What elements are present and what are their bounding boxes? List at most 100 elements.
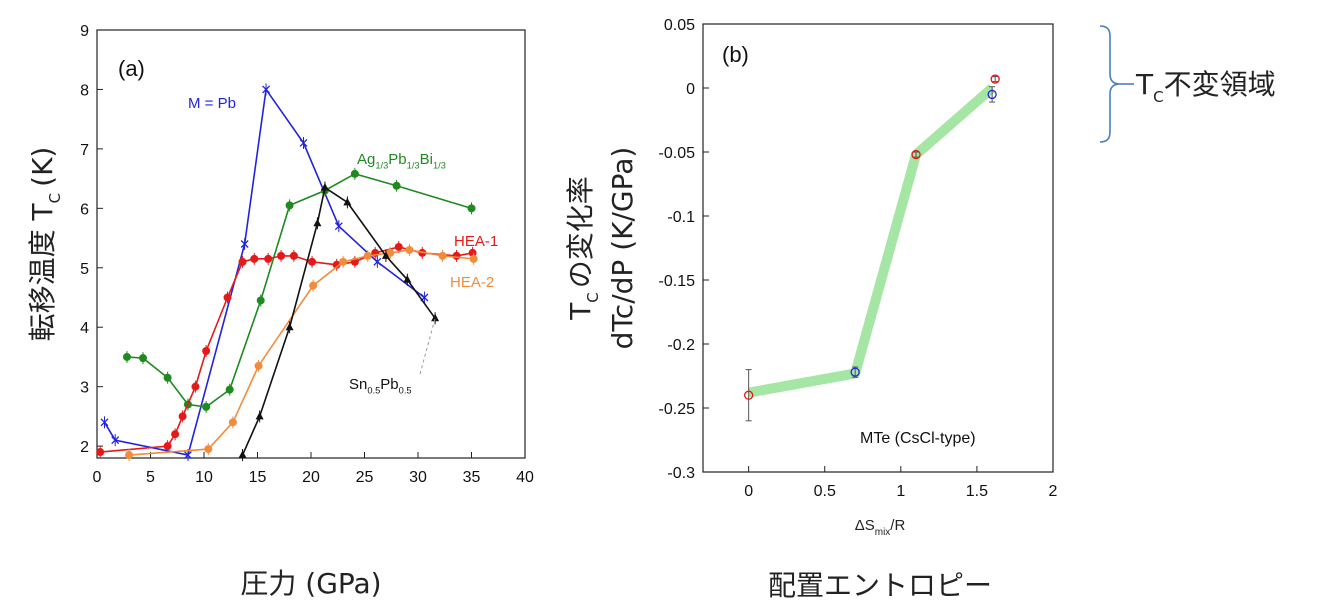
series-hea-1: [96, 240, 477, 459]
x-label-base: ΔS: [855, 517, 875, 534]
series-label-1-part: 1/3: [433, 161, 446, 171]
y-tick-label: 9: [80, 23, 89, 40]
series-label-4-part: Sn: [349, 376, 367, 393]
y-label-text: 転移温度 TC (K): [26, 147, 64, 342]
data-point: [350, 169, 359, 178]
data-point: [467, 204, 476, 213]
series-label-0: M = Pb: [188, 95, 236, 112]
data-point: [309, 281, 318, 290]
data-point: [850, 367, 860, 377]
x-label-tail: /R: [890, 517, 905, 534]
panel-b-ticks: 0 0.5 1 1.5 2 0.05 0 -0.05 -0.1 -0.15 -0.2 -0.25 -0.…: [659, 17, 1058, 500]
series-label-1: Ag1/3Pb1/3Bi1/3: [357, 151, 446, 171]
bracket-label-rest: 不変領域: [1164, 68, 1276, 101]
data-point: [990, 74, 1000, 84]
panel-a-label: (a): [118, 56, 145, 81]
series-label-1-part: Pb: [388, 151, 406, 168]
panel-b-label: (b): [722, 42, 749, 67]
x-tick-label: 1: [896, 483, 905, 500]
y-tick-label: -0.3: [667, 465, 695, 482]
data-point: [139, 354, 148, 363]
data-point: [122, 352, 131, 361]
y-tick-label: 8: [80, 82, 89, 99]
y-label-line1: TC の変化率: [564, 176, 602, 321]
data-point: [363, 251, 372, 260]
data-point: [96, 448, 105, 457]
data-point: [394, 242, 403, 251]
panel-b-series: [744, 74, 1000, 422]
data-point: [202, 347, 211, 355]
panel-b-annotation: MTe (CsCl-type): [860, 430, 976, 447]
bracket-label-sub: C: [1153, 88, 1163, 106]
panel-b-chart: 0 0.5 1 1.5 2 0.05 0 -0.05 -0.1 -0.15 -0.2 -0.25 -0.…: [564, 17, 1058, 602]
data-point: [339, 257, 348, 266]
trend-band: [747, 84, 996, 398]
series-label-4-part: 0.5: [367, 386, 380, 396]
panel-b-y-axis-label: TC の変化率 dTc/dP (K/GPa): [564, 147, 639, 350]
data-point: [125, 451, 134, 460]
data-point: [204, 445, 213, 454]
data-point: [381, 251, 390, 259]
y-tick-label: 6: [80, 201, 89, 218]
data-point: [744, 390, 754, 400]
y-label-unit: (K): [26, 147, 59, 187]
data-point: [111, 436, 120, 445]
data-point: [225, 385, 234, 394]
series-label-3: HEA-2: [450, 274, 494, 291]
data-point: [285, 201, 294, 210]
data-point: [262, 85, 271, 94]
series-label-0-part: M = Pb: [188, 95, 236, 112]
data-point: [163, 442, 172, 451]
data-point: [250, 254, 259, 263]
panel-a-series-labels: M = PbAg1/3Pb1/3Bi1/3HEA-1HEA-2Sn0.5Pb0.…: [188, 95, 498, 396]
x-tick-label: 10: [195, 469, 213, 486]
x-tick-label: 20: [302, 469, 320, 486]
y-tick-label: 5: [80, 261, 89, 278]
x-label-sub: mix: [875, 527, 891, 538]
data-point: [228, 418, 237, 427]
data-point: [392, 181, 401, 190]
data-point: [240, 240, 249, 248]
x-label-text: ΔSmix/R: [855, 517, 906, 538]
x-tick-label: 1.5: [966, 483, 988, 500]
x-tick-label: 30: [409, 469, 427, 486]
data-point: [100, 418, 109, 427]
series-label-1-part: 1/3: [407, 161, 420, 171]
panel-a-ticks: 0 5 10 15 20 25 30 35 40 2 3 4 5 6 7 8 9: [80, 23, 534, 486]
y-tick-label: 0: [686, 81, 695, 98]
x-tick-label: 5: [146, 469, 155, 486]
data-point: [202, 402, 211, 411]
panel-a-series: [96, 83, 478, 462]
tc-invariant-label: TC不変領域: [1135, 68, 1276, 106]
series-label-1-part: Ag: [357, 151, 375, 168]
series-label-2: HEA-1: [454, 233, 498, 250]
data-point: [332, 260, 341, 269]
data-point: [469, 254, 478, 263]
curly-brace: [1099, 25, 1121, 143]
data-point: [299, 138, 308, 147]
y-tick-label: -0.1: [667, 209, 695, 226]
data-point: [238, 257, 247, 266]
y-tick-label: -0.25: [659, 401, 696, 418]
data-point: [191, 382, 200, 391]
series-label-4-part: 0.5: [399, 386, 412, 396]
data-point: [277, 251, 286, 260]
data-point: [256, 296, 265, 305]
data-point: [438, 251, 447, 260]
series-sn0-5pb0-5: [238, 181, 440, 462]
data-point: [343, 197, 352, 206]
data-point: [308, 257, 317, 266]
data-point: [238, 450, 247, 459]
series-label-4-part: Pb: [380, 376, 398, 393]
data-point: [285, 322, 294, 331]
x-tick-label: 35: [463, 469, 481, 486]
y-label-t: T: [564, 302, 597, 321]
bracket-label-text: TC不変領域: [1135, 68, 1276, 106]
data-point: [255, 411, 264, 420]
data-point: [313, 218, 322, 227]
series-label-2-part: HEA-1: [454, 233, 498, 250]
data-point: [320, 183, 329, 191]
data-point: [163, 373, 172, 382]
panel-b-x-axis-label: ΔSmix/R: [855, 517, 906, 538]
